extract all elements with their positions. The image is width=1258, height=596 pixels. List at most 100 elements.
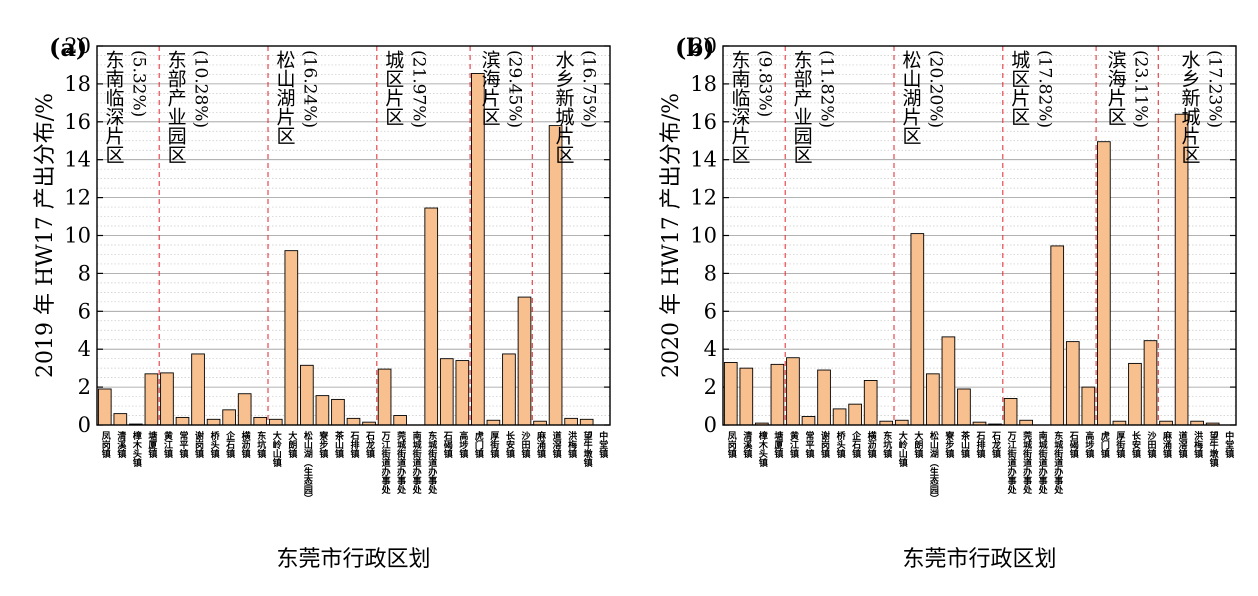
x-tick-label: 石排镇 xyxy=(349,431,361,459)
x-tick-label: 大岭山镇 xyxy=(271,430,282,468)
bar xyxy=(206,418,221,426)
x-tick-label: 黄江镇 xyxy=(788,430,799,459)
bar xyxy=(346,417,361,426)
region-label: 松山湖片区 xyxy=(899,50,921,145)
bar xyxy=(832,408,847,426)
bar xyxy=(894,419,909,426)
x-tick-label: 桥头镇 xyxy=(835,430,846,459)
y-tick-label: 16 xyxy=(690,110,717,134)
x-tick-label: 樟木头镇 xyxy=(131,430,143,468)
x-tick-label: 谢岗镇 xyxy=(819,430,830,459)
bar xyxy=(284,250,299,426)
region-percentage: (21.97%) xyxy=(408,50,428,128)
region-label: 东南临深片区 xyxy=(102,50,124,164)
y-tick-label: 20 xyxy=(64,34,91,58)
bar xyxy=(300,364,314,426)
bar xyxy=(486,419,501,426)
x-tick-label: 洪梅镇 xyxy=(566,430,577,459)
x-tick-label: 大朗镇 xyxy=(286,430,297,459)
x-tick-label: 道滘镇 xyxy=(551,430,562,459)
y-tick-label: 12 xyxy=(690,186,717,210)
y-tick-label: 4 xyxy=(78,337,91,361)
y-tick-label: 8 xyxy=(704,261,717,285)
x-tick-label: 石碣镇 xyxy=(442,431,454,459)
bar xyxy=(1003,398,1018,426)
x-tick-label: 望牛墩镇 xyxy=(582,430,593,468)
bar xyxy=(222,409,236,426)
bar xyxy=(910,233,925,426)
y-tick-label: 10 xyxy=(64,224,91,248)
bar xyxy=(253,416,268,426)
x-tick-label: 清溪镇 xyxy=(741,430,752,459)
y-tick-label: 20 xyxy=(690,34,717,58)
bar xyxy=(770,363,785,426)
x-tick-label: 虎门镇 xyxy=(473,430,484,459)
x-tick-label: 黄江镇 xyxy=(162,430,173,459)
bar xyxy=(564,417,578,426)
region-percentage: (9.83%) xyxy=(754,50,774,117)
x-tick-label: 中堂镇 xyxy=(597,430,608,459)
y-tick-label: 14 xyxy=(64,148,91,172)
x-tick-label: 大朗镇 xyxy=(912,430,923,459)
x-tick-label: 凤岗镇 xyxy=(726,431,737,459)
bar xyxy=(160,372,174,426)
bar xyxy=(1097,141,1111,426)
x-tick-label: 长安镇 xyxy=(504,430,515,459)
region-percentage: (17.82%) xyxy=(1034,50,1054,128)
y-tick-label: 6 xyxy=(704,299,717,323)
bar xyxy=(579,418,594,426)
region-label: 东南临深片区 xyxy=(728,50,750,164)
region-percentage: (17.23%) xyxy=(1204,50,1224,128)
x-tick-label: 清溪镇 xyxy=(115,430,126,459)
x-tick-label: 沙田镇 xyxy=(1146,431,1157,459)
chart-panel-b: 0 2 4 6 8 10 12 14 16 18 20 凤岗镇 清溪镇 樟木头镇 塘厦镇 黄江镇 常平镇 谢岗镇桥… xyxy=(659,33,1237,572)
x-tick-label: 东城街道办事处 xyxy=(426,430,438,495)
x-tick-label: 横沥镇 xyxy=(866,430,877,459)
y-tick-label: 10 xyxy=(690,224,717,248)
x-tick-label: 厚街镇 xyxy=(488,431,500,459)
x-tick-label: 高埗镇 xyxy=(1083,430,1094,459)
y-tick-label: 14 xyxy=(690,148,717,172)
bar xyxy=(502,353,516,426)
region-percentage: (5.32%) xyxy=(128,50,148,117)
x-tick-label: 桥头镇 xyxy=(209,430,220,459)
bar xyxy=(1143,340,1158,426)
x-tick-label: 塘厦镇 xyxy=(772,430,783,459)
y-axis-title: 2019 年 HW17 产出分布/% xyxy=(33,93,58,378)
bar xyxy=(331,398,345,426)
region-label: 城区片区 xyxy=(382,50,404,126)
chart-panel-a: 0 2 4 6 8 10 12 14 16 18 20 凤岗镇 清溪镇 樟木头镇 塘厦镇 黄江镇 常平镇 谢岗镇桥… xyxy=(33,33,611,572)
bar xyxy=(1081,386,1096,426)
region-label: 滨海片区 xyxy=(479,50,501,126)
y-tick-label: 18 xyxy=(690,72,717,96)
region-label: 水乡新城片区 xyxy=(552,50,574,164)
bar xyxy=(941,336,956,426)
bar xyxy=(863,380,878,426)
bar xyxy=(268,418,283,426)
bar xyxy=(455,360,470,426)
bar xyxy=(926,373,940,426)
x-tick-label: 常平镇 xyxy=(804,430,815,459)
x-tick-label: 松山湖（生态园） xyxy=(928,430,940,503)
bar xyxy=(739,367,754,426)
bar xyxy=(548,125,563,426)
region-percentage: (20.20%) xyxy=(925,50,945,128)
x-tick-label: 中堂镇 xyxy=(1223,430,1234,459)
bar xyxy=(377,368,392,426)
x-tick-label: 麻涌镇 xyxy=(535,430,547,459)
y-tick-label: 2 xyxy=(704,375,717,399)
x-tick-label: 东坑镇 xyxy=(881,430,892,459)
bar xyxy=(315,395,330,426)
x-tick-label: 东坑镇 xyxy=(255,430,266,459)
x-tick-label: 寮步镇 xyxy=(317,430,329,459)
x-axis-title: 东莞市行政区划 xyxy=(276,547,430,572)
x-tick-label: 塘厦镇 xyxy=(146,430,157,459)
panel-label: (b) xyxy=(675,33,715,62)
bar xyxy=(424,207,439,426)
x-tick-label: 南城街道办事处 xyxy=(1037,430,1049,495)
bar xyxy=(1065,341,1080,426)
y-tick-label: 0 xyxy=(704,413,717,437)
y-axis-title: 2020 年 HW17 产出分布/% xyxy=(659,93,684,378)
region-label: 东部产业园区 xyxy=(791,50,813,164)
y-tick-label: 0 xyxy=(78,413,91,437)
